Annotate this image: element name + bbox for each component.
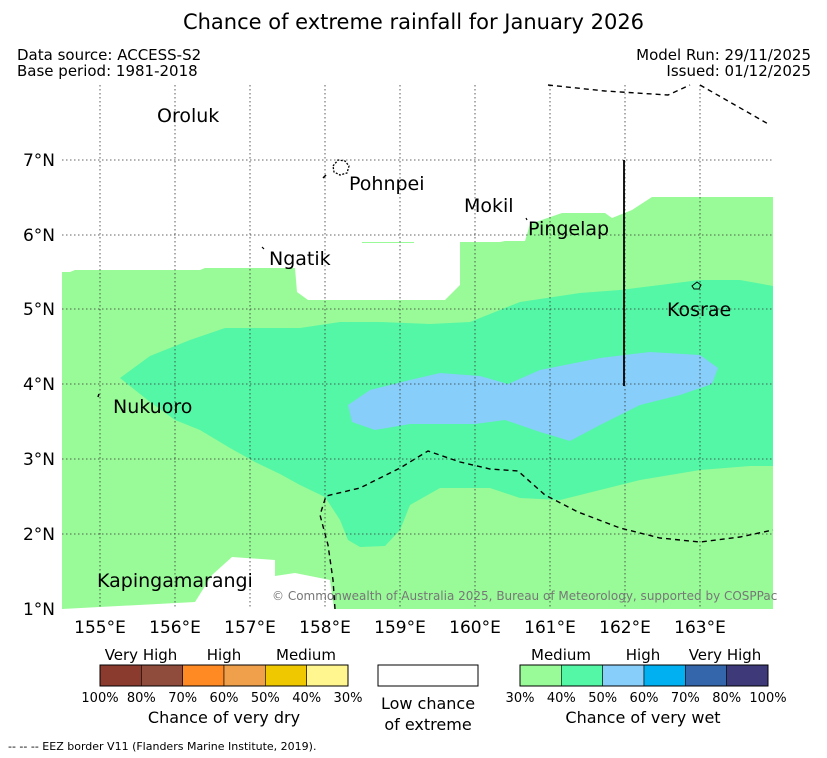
white-notch bbox=[362, 242, 414, 243]
label-nukuoro: Nukuoro bbox=[113, 396, 192, 418]
wet-swatch bbox=[643, 664, 686, 687]
wet-swatch bbox=[602, 664, 645, 687]
nukuoro-islet-mark bbox=[97, 393, 100, 398]
lon-tick: 163°E bbox=[674, 618, 726, 638]
pohnpei-island-shape bbox=[332, 159, 350, 176]
dry-percent-label: 40% bbox=[292, 691, 321, 706]
dry-percent-label: 30% bbox=[334, 691, 363, 706]
wet-header-very-high: Very High bbox=[689, 646, 762, 664]
dry-header-very-high: Very High bbox=[105, 646, 178, 664]
wet-percent-label: 60% bbox=[630, 691, 659, 706]
dry-colorbar-border bbox=[99, 664, 349, 687]
wet-swatch bbox=[519, 664, 562, 687]
wet-percent-label: 50% bbox=[588, 691, 617, 706]
eez-border bbox=[319, 84, 774, 610]
dry-percent-label: 60% bbox=[210, 691, 239, 706]
wet-legend-label: Chance of very wet bbox=[565, 708, 720, 727]
label-oroluk: Oroluk bbox=[157, 105, 219, 127]
region-very-high-wet bbox=[348, 352, 718, 441]
lon-tick: 162°E bbox=[599, 618, 651, 638]
dry-swatch bbox=[306, 664, 349, 687]
meta-right: Model Run: 29/11/2025 Issued: 01/12/2025 bbox=[636, 47, 811, 79]
wet-header-high: High bbox=[626, 646, 660, 664]
meta-left: Data source: ACCESS-S2 Base period: 1981… bbox=[17, 47, 201, 79]
dry-swatch bbox=[141, 664, 183, 687]
label-ngatik: Ngatik bbox=[269, 248, 331, 270]
dry-percent-label: 70% bbox=[168, 691, 197, 706]
kosrae-island-shape bbox=[691, 281, 702, 290]
dry-legend-label: Chance of very dry bbox=[148, 708, 300, 727]
legend-dry: Very High High Medium 100% 80% 70% 60% 50% 40… bbox=[81, 646, 362, 727]
wet-percent-label: 30% bbox=[506, 691, 535, 706]
neutral-label-line1: Low chance bbox=[381, 694, 475, 713]
lat-axis: 7°N 6°N 5°N 4°N 3°N 2°N 1°N bbox=[23, 151, 55, 620]
dry-percent-label: 50% bbox=[251, 691, 280, 706]
data-source: Data source: ACCESS-S2 bbox=[17, 46, 202, 64]
lon-tick: 159°E bbox=[374, 618, 426, 638]
wet-percent-label: 70% bbox=[671, 691, 700, 706]
gridlines bbox=[62, 85, 773, 609]
label-pingelap: Pingelap bbox=[528, 218, 609, 240]
label-pohnpei: Pohnpei bbox=[349, 173, 425, 195]
lon-tick: 156°E bbox=[149, 618, 201, 638]
issued-date: Issued: 01/12/2025 bbox=[666, 62, 811, 80]
model-run: Model Run: 29/11/2025 bbox=[636, 46, 811, 64]
lat-tick: 7°N bbox=[23, 151, 55, 171]
legend-neutral: Low chance of extreme bbox=[377, 664, 479, 734]
label-kapingamarangi: Kapingamarangi bbox=[97, 570, 253, 592]
lat-tick: 3°N bbox=[23, 450, 55, 470]
neutral-swatch bbox=[377, 664, 479, 687]
ngatik-islet-mark bbox=[261, 246, 265, 250]
lon-tick: 157°E bbox=[224, 618, 276, 638]
wet-percent-label: 100% bbox=[749, 691, 786, 706]
lon-tick: 161°E bbox=[524, 618, 576, 638]
dry-header-high: High bbox=[207, 646, 241, 664]
wet-swatch bbox=[685, 664, 727, 687]
wet-percent-label: 80% bbox=[712, 691, 741, 706]
lat-tick: 5°N bbox=[23, 300, 55, 320]
wet-percent-labels: 30% 40% 50% 60% 70% 80% 100% bbox=[506, 691, 787, 706]
lat-tick: 1°N bbox=[23, 600, 55, 620]
eez-footnote: -- -- -- EEZ border V11 (Flanders Marine… bbox=[8, 740, 317, 753]
lon-tick: 160°E bbox=[449, 618, 501, 638]
copyright-notice: © Commonwealth of Australia 2025, Bureau… bbox=[272, 589, 777, 603]
dry-swatches bbox=[99, 664, 349, 687]
neutral-label-line2: of extreme bbox=[384, 715, 471, 734]
wet-swatch bbox=[561, 664, 603, 687]
pohnpei-islet-mark bbox=[322, 174, 327, 179]
map-area[interactable]: Oroluk Pohnpei Mokil Pingelap Ngatik Kos… bbox=[62, 84, 777, 610]
dry-swatch bbox=[99, 664, 142, 687]
chart-title: Chance of extreme rainfall for January 2… bbox=[182, 10, 645, 34]
dry-percent-labels: 100% 80% 70% 60% 50% 40% 30% bbox=[81, 691, 362, 706]
wet-colorbar-border bbox=[519, 664, 769, 687]
dry-percent-label: 100% bbox=[81, 691, 118, 706]
wet-swatch bbox=[726, 664, 769, 687]
mokil-islet-mark bbox=[525, 217, 528, 221]
lon-tick: 155°E bbox=[74, 618, 126, 638]
dry-header-medium: Medium bbox=[276, 646, 336, 664]
wet-swatches bbox=[519, 664, 769, 687]
lat-tick: 6°N bbox=[23, 226, 55, 246]
wet-header-medium: Medium bbox=[531, 646, 591, 664]
lat-tick: 2°N bbox=[23, 525, 55, 545]
lon-tick: 158°E bbox=[299, 618, 351, 638]
lon-axis: 155°E 156°E 157°E 158°E 159°E 160°E 161°… bbox=[74, 618, 726, 638]
label-mokil: Mokil bbox=[464, 195, 514, 217]
dry-swatch bbox=[265, 664, 307, 687]
label-kosrae: Kosrae bbox=[667, 299, 731, 321]
base-period: Base period: 1981-2018 bbox=[17, 62, 198, 80]
lat-tick: 4°N bbox=[23, 375, 55, 395]
legend-wet: Medium High Very High 30% 40% 50% 60% 70% 80%… bbox=[506, 646, 787, 727]
wet-percent-label: 40% bbox=[547, 691, 576, 706]
dry-swatch bbox=[223, 664, 266, 687]
dry-swatch bbox=[182, 664, 225, 687]
dry-percent-label: 80% bbox=[127, 691, 156, 706]
